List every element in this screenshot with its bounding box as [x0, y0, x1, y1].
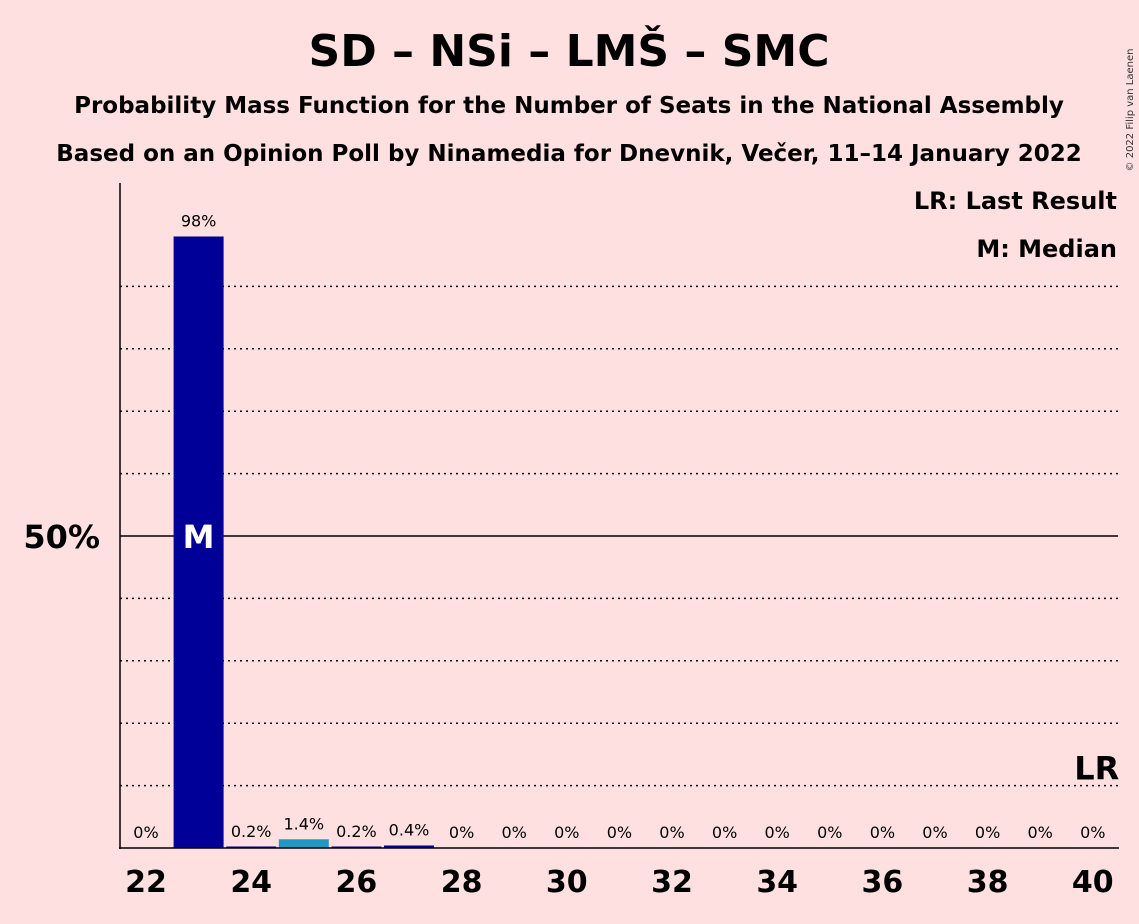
data-label-seat-26: 0.2%: [336, 822, 377, 841]
bar-seat-23: [173, 236, 224, 849]
data-label-seat-32: 0%: [659, 823, 684, 842]
data-label-seat-30: 0%: [554, 823, 579, 842]
data-labels: 0% 98% M 0.2% 1.4% 0.2% 0.4% 0% 0% 0% 0% 0% 0% 0% 0% 0%…: [133, 211, 1119, 842]
data-label-seat-33: 0%: [712, 823, 737, 842]
data-label-seat-24: 0.2%: [231, 822, 272, 841]
x-tick-label-28: 28: [441, 865, 483, 900]
x-tick-label-34: 34: [756, 865, 798, 900]
data-label-seat-39: 0%: [1028, 823, 1053, 842]
x-tick-label-38: 38: [967, 865, 1009, 900]
data-label-seat-34: 0%: [765, 823, 790, 842]
x-tick-label-30: 30: [546, 865, 588, 900]
data-label-seat-28: 0%: [449, 823, 474, 842]
data-label-seat-25: 1.4%: [283, 814, 324, 833]
legend-last-result: LR: Last Result: [914, 187, 1117, 215]
x-tick-label-22: 22: [125, 865, 167, 900]
bars: [173, 236, 434, 849]
bar-seat-27: [384, 845, 434, 848]
data-label-seat-22: 0%: [133, 823, 158, 842]
x-tick-label-36: 36: [862, 865, 904, 900]
x-tick-label-24: 24: [230, 865, 272, 900]
x-tick-label-40: 40: [1072, 865, 1114, 900]
copyright-notice: © 2022 Filip van Laenen: [1125, 49, 1136, 172]
chart-subtitle: Probability Mass Function for the Number…: [74, 93, 1064, 119]
x-tick-label-32: 32: [651, 865, 693, 900]
data-label-seat-23: 98%: [181, 211, 217, 230]
chart-title: SD – NSi – LMŠ – SMC: [309, 24, 830, 77]
data-label-seat-35: 0%: [817, 823, 842, 842]
legend-median: M: Median: [976, 235, 1117, 263]
x-tick-label-26: 26: [336, 865, 378, 900]
data-label-seat-27: 0.4%: [389, 821, 430, 840]
median-marker: M: [183, 518, 215, 556]
bar-seat-25: [278, 839, 329, 848]
last-result-marker: LR: [1074, 750, 1119, 788]
gridlines: [120, 285, 1118, 787]
data-label-seat-38: 0%: [975, 823, 1000, 842]
x-axis-ticks: 22 24 26 28 30 32 34 36 38 40: [125, 865, 1114, 900]
y-tick-label-50: 50%: [23, 518, 100, 556]
data-label-seat-37: 0%: [922, 823, 947, 842]
data-label-seat-36: 0%: [870, 823, 895, 842]
data-label-seat-31: 0%: [607, 823, 632, 842]
chart-subtitle-source: Based on an Opinion Poll by Ninamedia fo…: [56, 141, 1081, 167]
data-label-seat-29: 0%: [502, 823, 527, 842]
data-label-seat-40: 0%: [1080, 823, 1105, 842]
